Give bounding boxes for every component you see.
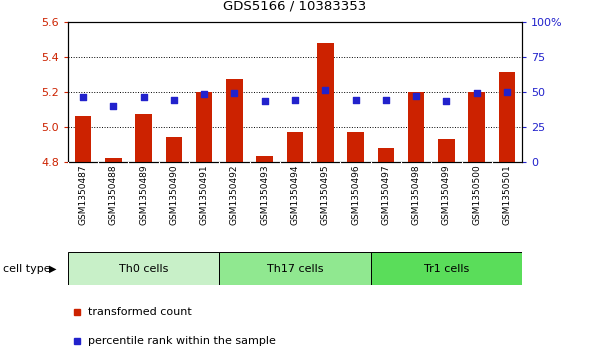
Point <box>320 87 330 93</box>
Bar <box>105 158 122 162</box>
Bar <box>371 252 522 285</box>
Point <box>442 98 451 104</box>
Bar <box>166 137 182 162</box>
Bar <box>499 73 515 162</box>
Point <box>78 94 88 100</box>
Text: GSM1350493: GSM1350493 <box>260 164 269 225</box>
Point <box>169 97 179 103</box>
Point <box>502 89 512 95</box>
Point <box>472 90 481 96</box>
Point <box>230 90 239 96</box>
Text: GSM1350489: GSM1350489 <box>139 164 148 225</box>
Point <box>199 91 209 97</box>
Text: Th17 cells: Th17 cells <box>267 264 323 274</box>
Point <box>109 103 118 109</box>
Text: GSM1350497: GSM1350497 <box>381 164 391 225</box>
Text: GDS5166 / 10383353: GDS5166 / 10383353 <box>224 0 366 13</box>
Text: GSM1350501: GSM1350501 <box>503 164 512 225</box>
Point <box>290 97 300 103</box>
Bar <box>219 252 371 285</box>
Bar <box>438 139 455 162</box>
Text: GSM1350500: GSM1350500 <box>472 164 481 225</box>
Bar <box>287 132 303 162</box>
Text: percentile rank within the sample: percentile rank within the sample <box>88 336 276 346</box>
Bar <box>75 116 91 162</box>
Text: Th0 cells: Th0 cells <box>119 264 168 274</box>
Bar <box>68 252 219 285</box>
Bar <box>408 91 424 162</box>
Bar <box>196 91 212 162</box>
Bar <box>135 114 152 162</box>
Text: GSM1350487: GSM1350487 <box>78 164 87 225</box>
Text: GSM1350491: GSM1350491 <box>199 164 209 225</box>
Bar <box>226 79 242 162</box>
Bar <box>257 156 273 162</box>
Text: GSM1350498: GSM1350498 <box>412 164 421 225</box>
Text: transformed count: transformed count <box>88 307 192 317</box>
Bar <box>468 91 485 162</box>
Text: GSM1350496: GSM1350496 <box>351 164 360 225</box>
Point <box>260 98 270 104</box>
Point <box>411 93 421 99</box>
Point <box>139 94 148 100</box>
Text: GSM1350499: GSM1350499 <box>442 164 451 225</box>
Bar <box>317 43 333 162</box>
Text: ▶: ▶ <box>50 264 57 274</box>
Bar <box>378 147 394 162</box>
Text: Tr1 cells: Tr1 cells <box>424 264 469 274</box>
Text: GSM1350495: GSM1350495 <box>321 164 330 225</box>
Text: GSM1350488: GSM1350488 <box>109 164 118 225</box>
Point <box>381 97 391 103</box>
Text: GSM1350492: GSM1350492 <box>230 164 239 225</box>
Text: GSM1350490: GSM1350490 <box>169 164 178 225</box>
Point <box>351 97 360 103</box>
Bar <box>348 132 364 162</box>
Text: GSM1350494: GSM1350494 <box>290 164 300 225</box>
Text: cell type: cell type <box>3 264 51 274</box>
